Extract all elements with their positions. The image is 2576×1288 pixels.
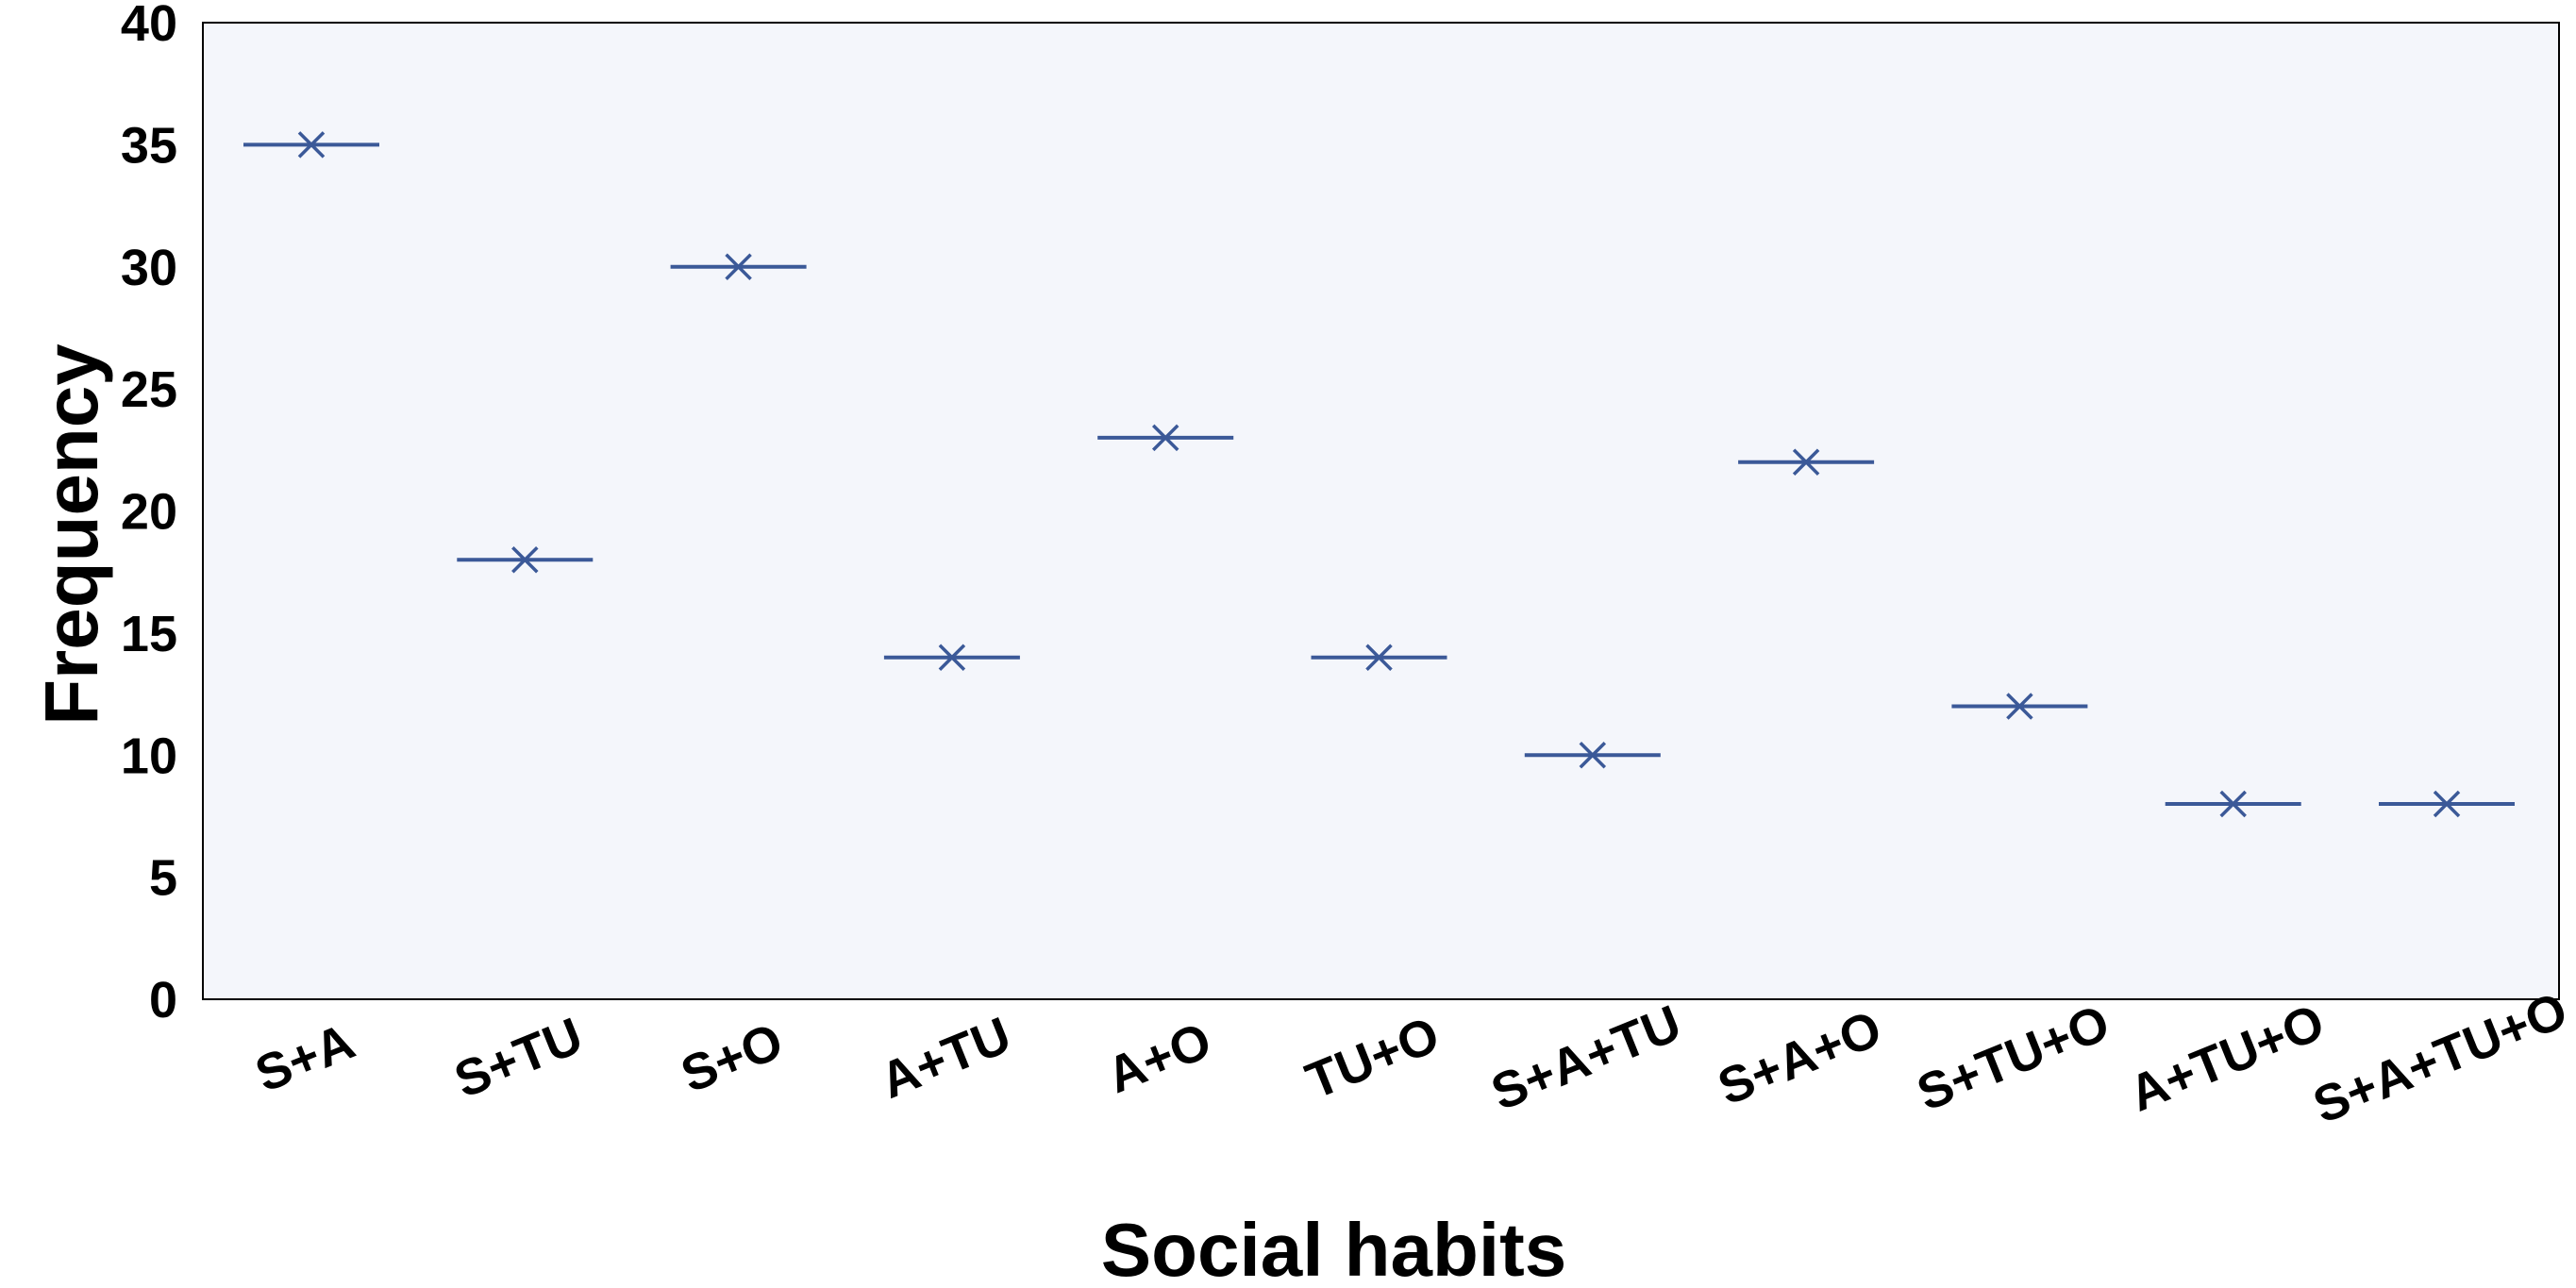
x-tick-label: A+TU bbox=[873, 1007, 1019, 1110]
y-tick-label: 0 bbox=[149, 972, 177, 1029]
x-tick-label: S+A+TU bbox=[1483, 995, 1688, 1121]
x-marker bbox=[511, 546, 539, 574]
x-tick-label: A+TU+O bbox=[2122, 994, 2333, 1123]
data-point bbox=[883, 644, 1020, 671]
plot-area bbox=[202, 22, 2560, 1000]
x-tick-label: S+TU+O bbox=[1910, 995, 2117, 1122]
y-tick-label: 10 bbox=[121, 728, 177, 784]
y-axis-title: Frequency bbox=[29, 343, 113, 726]
x-marker bbox=[938, 644, 966, 671]
x-marker bbox=[297, 131, 326, 159]
y-tick-label: 30 bbox=[121, 240, 177, 296]
x-tick-label: A+O bbox=[1099, 1012, 1219, 1104]
x-marker bbox=[2219, 790, 2247, 818]
y-tick-label: 5 bbox=[149, 850, 177, 907]
x-marker bbox=[1365, 644, 1393, 671]
x-marker bbox=[1792, 448, 1820, 476]
x-tick-label: S+O bbox=[674, 1012, 791, 1104]
y-tick-label: 40 bbox=[121, 0, 177, 52]
data-point bbox=[670, 253, 807, 280]
x-tick-label: S+A+TU+O bbox=[2306, 981, 2575, 1134]
data-point bbox=[457, 546, 594, 574]
data-point bbox=[2379, 790, 2515, 818]
x-marker bbox=[2433, 790, 2461, 818]
x-marker bbox=[725, 253, 752, 280]
data-points bbox=[243, 131, 2515, 818]
x-axis-title: Social habits bbox=[1101, 1208, 1566, 1288]
data-point bbox=[1097, 424, 1234, 452]
y-tick-label: 20 bbox=[121, 484, 177, 541]
data-point bbox=[243, 131, 379, 159]
y-axis-ticks: 0 5 10 15 20 25 30 35 40 bbox=[121, 0, 177, 1029]
x-tick-label: S+A+O bbox=[1711, 1000, 1889, 1116]
x-axis-ticks: S+A S+TU S+O A+TU A+O TU+O S+A+TU S+A+O S+TU+O A+… bbox=[248, 981, 2575, 1134]
x-tick-label: S+A bbox=[248, 1013, 362, 1104]
y-tick-label: 25 bbox=[121, 361, 177, 418]
y-tick-label: 15 bbox=[121, 606, 177, 662]
x-tick-label: TU+O bbox=[1298, 1006, 1447, 1110]
data-point bbox=[1951, 693, 2088, 720]
x-marker bbox=[2006, 693, 2033, 720]
data-point bbox=[2165, 790, 2301, 818]
x-tick-label: S+TU bbox=[447, 1007, 591, 1109]
data-point bbox=[1738, 448, 1875, 476]
y-tick-label: 35 bbox=[121, 117, 177, 174]
x-marker bbox=[1151, 424, 1179, 452]
data-point bbox=[1524, 742, 1661, 769]
x-marker bbox=[1579, 742, 1607, 769]
data-point bbox=[1311, 644, 1447, 671]
